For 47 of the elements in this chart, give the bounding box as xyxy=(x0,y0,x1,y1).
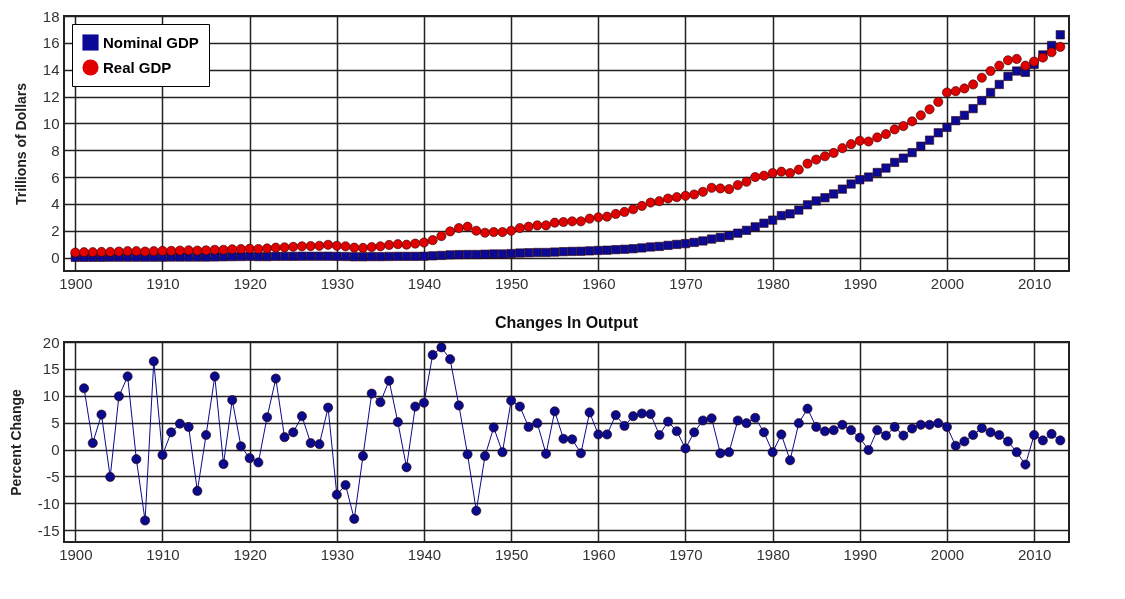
y-tick-label: 10 xyxy=(42,387,60,405)
x-tick-label: 1970 xyxy=(669,274,703,292)
x-tick-label: 1980 xyxy=(756,274,790,292)
y-tick-label: 14 xyxy=(42,61,60,79)
y-tick-label: 20 xyxy=(42,333,60,351)
y-tick-label: 8 xyxy=(51,141,60,159)
y-tick-label: -15 xyxy=(37,521,60,539)
y-tick-label: 0 xyxy=(51,249,60,267)
y-tick-label: 18 xyxy=(42,7,60,25)
chart-title: Changes In Output xyxy=(494,314,639,331)
x-tick-label: 1940 xyxy=(407,545,442,563)
x-tick-label: 1990 xyxy=(843,274,877,292)
x-tick-label: 1970 xyxy=(669,545,703,563)
legend-label: Nominal GDP xyxy=(103,33,199,51)
x-tick-label: 2010 xyxy=(1017,274,1052,292)
x-tick-label: 1980 xyxy=(756,545,790,563)
y-tick-label: 0 xyxy=(51,441,60,459)
y-axis-title: Trillions of Dollars xyxy=(12,82,29,206)
x-tick-label: 1910 xyxy=(146,274,180,292)
x-tick-label: 1960 xyxy=(582,274,616,292)
y-tick-label: 15 xyxy=(42,360,60,378)
y-tick-label: 6 xyxy=(51,168,60,186)
x-tick-label: 1950 xyxy=(494,274,529,292)
x-tick-label: 2000 xyxy=(930,545,965,563)
legend-label: Real GDP xyxy=(103,58,172,76)
x-tick-label: 1920 xyxy=(233,545,267,563)
x-tick-label: 2010 xyxy=(1017,545,1052,563)
x-tick-label: 1950 xyxy=(494,545,529,563)
y-tick-label: 16 xyxy=(42,34,60,52)
y-tick-label: 10 xyxy=(42,114,60,132)
y-tick-label: 4 xyxy=(51,195,60,213)
x-tick-label: 1930 xyxy=(320,545,355,563)
y-tick-label: 2 xyxy=(51,222,60,240)
y-tick-label: -5 xyxy=(46,467,60,485)
x-tick-label: 1930 xyxy=(320,274,355,292)
y-axis-title: Percent Change xyxy=(7,389,24,496)
x-tick-label: 1920 xyxy=(233,274,267,292)
y-tick-label: -10 xyxy=(37,494,60,512)
x-tick-label: 1900 xyxy=(59,274,93,292)
x-tick-label: 1900 xyxy=(59,545,93,563)
x-tick-label: 1910 xyxy=(146,545,180,563)
y-tick-label: 5 xyxy=(51,414,60,432)
x-tick-label: 1990 xyxy=(843,545,877,563)
x-tick-label: 2000 xyxy=(930,274,965,292)
x-tick-label: 1940 xyxy=(407,274,442,292)
y-tick-label: 12 xyxy=(42,88,60,106)
x-tick-label: 1960 xyxy=(582,545,616,563)
